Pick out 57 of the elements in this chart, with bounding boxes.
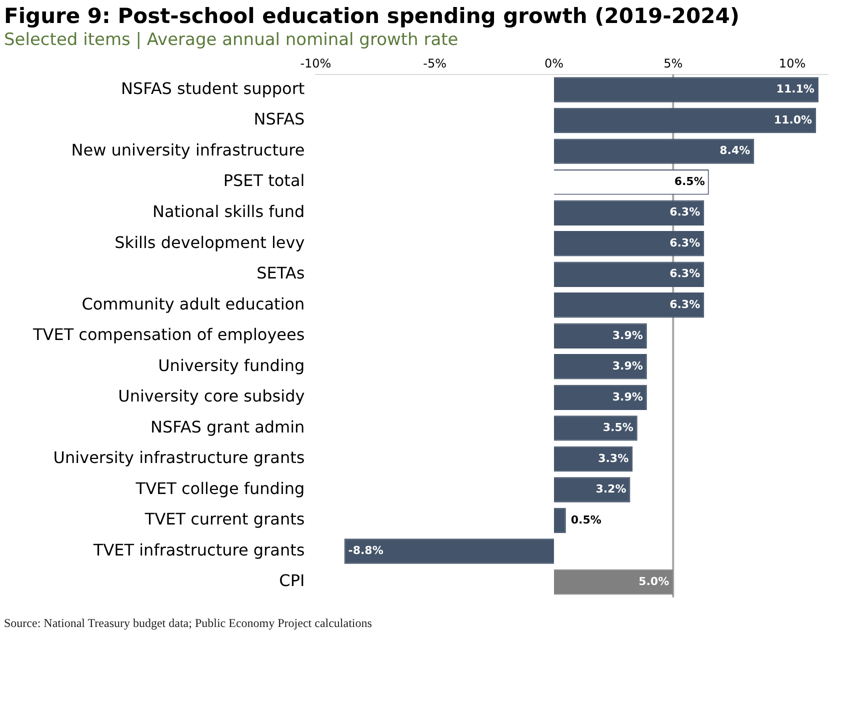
chart-subtitle: Selected items | Average annual nominal growth rate bbox=[4, 30, 460, 50]
bar bbox=[554, 108, 816, 134]
data-label: 3.9% bbox=[612, 390, 643, 404]
bar bbox=[554, 262, 704, 287]
data-label: 3.2% bbox=[596, 482, 626, 496]
bar bbox=[554, 354, 647, 380]
x-tick-label: 10% bbox=[778, 56, 806, 70]
y-tick-label: NSFAS grant admin bbox=[150, 417, 305, 436]
x-tick-label: -5% bbox=[423, 56, 447, 70]
data-label: 6.5% bbox=[674, 174, 705, 188]
y-tick-label: CPI bbox=[279, 571, 305, 590]
x-tick-label: -10% bbox=[300, 56, 332, 70]
data-label: -8.8% bbox=[348, 544, 384, 558]
y-tick-label: TVET compensation of employees bbox=[32, 325, 305, 344]
chart-title: Figure 9: Post-school education spending growth (2019-2024) bbox=[4, 4, 740, 28]
y-tick-label: Skills development levy bbox=[114, 232, 305, 252]
source-note: Source: National Treasury budget data; Public Economy Project calculations bbox=[4, 616, 373, 631]
y-tick-label: National skills fund bbox=[152, 202, 305, 221]
data-label: 6.3% bbox=[670, 236, 700, 250]
y-tick-label: TVET college funding bbox=[134, 478, 305, 498]
y-tick-label: University core subsidy bbox=[118, 386, 305, 406]
y-tick-label: NSFAS bbox=[254, 110, 305, 129]
bar bbox=[554, 416, 638, 441]
x-tick-label: 5% bbox=[664, 56, 683, 70]
y-tick-label: University funding bbox=[158, 356, 305, 375]
bar bbox=[554, 384, 647, 410]
bar bbox=[554, 138, 754, 164]
data-label: 6.3% bbox=[670, 206, 700, 219]
bar bbox=[554, 77, 818, 102]
data-label: 3.9% bbox=[612, 360, 643, 373]
data-label: 3.9% bbox=[612, 328, 643, 342]
data-label: 11.0% bbox=[774, 113, 812, 126]
data-label: 11.1% bbox=[776, 82, 814, 96]
data-label: 5.0% bbox=[638, 574, 670, 588]
bar bbox=[554, 323, 647, 349]
y-tick-label: SETAs bbox=[256, 264, 305, 283]
y-tick-label: University infrastructure grants bbox=[53, 448, 305, 468]
y-tick-label: TVET current grants bbox=[144, 510, 305, 529]
data-label: 3.5% bbox=[602, 421, 634, 434]
data-label: 6.3% bbox=[670, 298, 700, 311]
data-label: 0.5% bbox=[570, 513, 602, 526]
bar bbox=[554, 508, 566, 534]
bar bbox=[554, 569, 674, 595]
data-label: 8.4% bbox=[720, 144, 750, 158]
data-label: 6.3% bbox=[670, 267, 700, 280]
y-tick-label: New university infrastructure bbox=[71, 140, 305, 160]
bar bbox=[554, 292, 704, 318]
x-tick-label: 0% bbox=[544, 56, 564, 70]
bar bbox=[554, 477, 630, 502]
y-tick-label: PSET total bbox=[223, 171, 305, 190]
bar bbox=[554, 446, 633, 472]
data-label: 3.3% bbox=[598, 452, 629, 465]
bar bbox=[554, 200, 704, 226]
y-tick-label: Community adult education bbox=[82, 294, 305, 314]
y-tick-label: TVET infrastructure grants bbox=[92, 540, 305, 560]
y-tick-label: NSFAS student support bbox=[120, 78, 305, 98]
bar bbox=[344, 538, 554, 564]
